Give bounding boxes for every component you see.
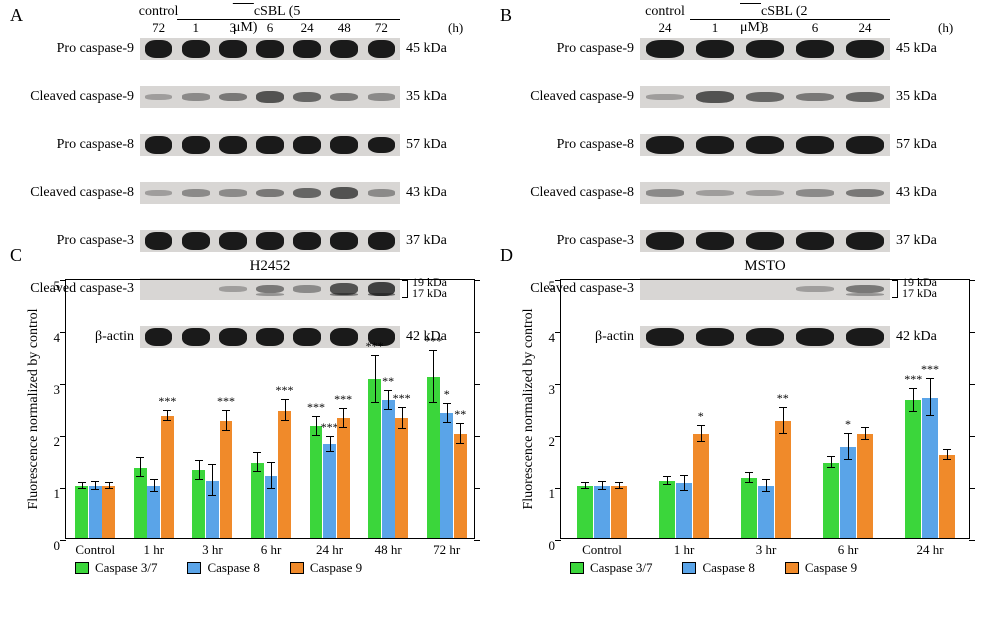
panel-c-label: C	[10, 245, 22, 266]
panel-b-label: B	[500, 5, 512, 26]
western-blot-a: control cSBL (5 μM) 72136244872(h)Pro ca…	[140, 32, 400, 208]
western-blot-b: control cSBL (2 μM) 2413624(h)Pro caspas…	[640, 32, 890, 208]
panel-d-label: D	[500, 245, 513, 266]
panel-a-label: A	[10, 5, 23, 26]
bar-chart-c: H2452Fluorescence normalized by control0…	[65, 258, 475, 539]
bar-chart-d: MSTOFluorescence normalized by control01…	[560, 258, 970, 539]
